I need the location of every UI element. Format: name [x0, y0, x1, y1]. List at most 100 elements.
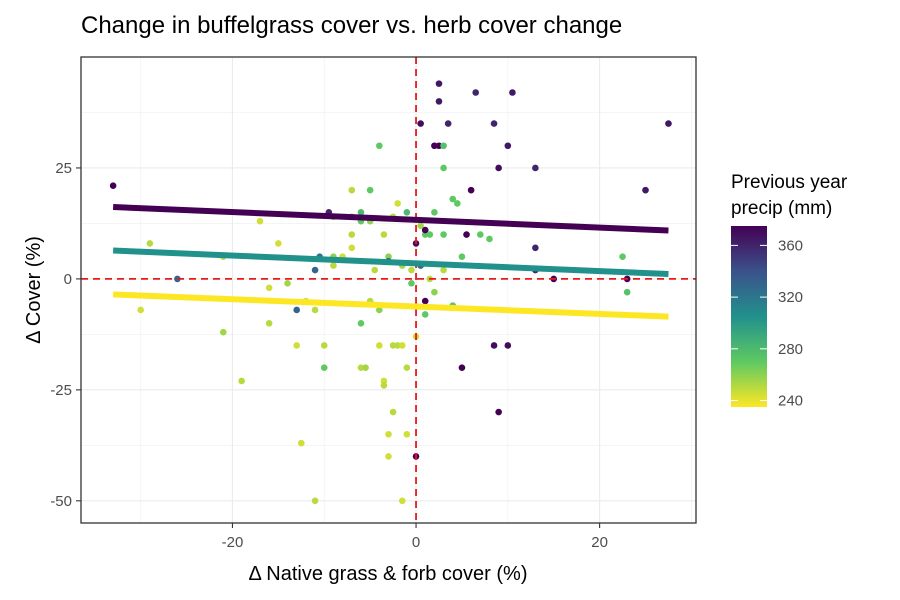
data-point — [311, 266, 319, 274]
data-point — [385, 430, 392, 438]
y-axis-ticks: -50 -25 0 25 — [50, 160, 81, 510]
data-point — [435, 142, 443, 150]
data-point — [532, 164, 539, 172]
y-tick-label: 25 — [55, 160, 72, 177]
data-point — [458, 253, 466, 261]
data-point — [284, 280, 291, 287]
legend-tick-label: 240 — [778, 393, 803, 410]
data-point — [357, 209, 365, 216]
data-point — [403, 364, 411, 371]
data-point — [265, 319, 273, 327]
data-point — [431, 288, 438, 296]
fit-line-240 — [113, 291, 669, 320]
data-point — [444, 120, 452, 127]
y-axis-label: Δ Cover (%) — [23, 236, 45, 344]
data-point — [623, 288, 631, 296]
legend-title-line-1: Previous year — [731, 172, 848, 193]
data-point — [421, 226, 429, 234]
data-point — [665, 120, 672, 127]
legend-tick-label: 360 — [778, 237, 803, 254]
legend-tick-label: 320 — [778, 289, 803, 306]
data-point — [435, 98, 443, 105]
fit-line-300 — [112, 247, 669, 278]
data-point — [495, 408, 502, 416]
data-point — [476, 231, 484, 238]
data-point — [463, 231, 470, 238]
data-point — [421, 311, 429, 318]
data-point — [109, 182, 117, 190]
data-point — [509, 89, 516, 96]
x-axis-ticks: -20 0 20 — [222, 523, 608, 551]
x-axis-label: Δ Native grass & forb cover (%) — [248, 563, 527, 585]
y-tick-label: -25 — [50, 382, 72, 399]
data-point — [398, 497, 406, 505]
plot-panel-background — [81, 57, 696, 523]
data-point — [320, 364, 328, 371]
data-point — [403, 430, 411, 438]
data-point — [619, 253, 626, 261]
data-point — [449, 195, 457, 203]
data-point — [366, 186, 374, 194]
data-point — [348, 186, 356, 194]
fit-lines — [112, 204, 669, 320]
legend-ticks: 240 280 320 360 — [731, 237, 803, 410]
x-tick-label: -20 — [222, 534, 244, 551]
data-point — [417, 222, 424, 229]
chart-title: Change in buffelgrass cover vs. herb cov… — [81, 12, 622, 39]
data-point — [362, 364, 369, 371]
data-point — [417, 120, 424, 127]
data-point — [330, 262, 337, 269]
data-point — [275, 240, 282, 247]
data-point — [440, 231, 447, 238]
data-point — [348, 244, 356, 252]
data-point — [431, 142, 438, 150]
legend-title-line-2: precip (mm) — [731, 198, 832, 219]
data-point — [426, 231, 434, 238]
data-point — [265, 284, 273, 292]
data-point — [389, 408, 397, 416]
data-point — [293, 342, 301, 349]
data-point — [642, 186, 649, 194]
data-point — [486, 235, 493, 243]
data-point — [385, 453, 392, 460]
fit-line-370 — [112, 204, 669, 234]
x-tick-label: 0 — [412, 534, 420, 551]
data-point — [146, 240, 154, 247]
data-point — [357, 319, 365, 327]
data-point — [376, 142, 383, 150]
data-point — [394, 200, 401, 207]
legend-colorbar — [731, 226, 767, 407]
data-point — [408, 266, 415, 274]
data-point — [219, 328, 227, 336]
data-point — [137, 306, 144, 314]
data-point — [394, 342, 401, 349]
data-point — [311, 306, 319, 314]
data-point — [440, 164, 447, 172]
data-point — [403, 209, 411, 216]
x-tick-label: 20 — [591, 534, 608, 551]
data-point — [398, 342, 406, 349]
data-point — [408, 280, 415, 287]
data-point — [348, 231, 356, 238]
data-point — [440, 142, 447, 150]
data-point — [389, 342, 397, 349]
legend: Previous year precip (mm) 240 280 320 360 — [731, 172, 848, 410]
data-point — [256, 217, 264, 225]
data-point — [320, 342, 328, 349]
data-point — [357, 364, 365, 371]
data-point — [495, 164, 502, 172]
data-point — [490, 120, 498, 127]
y-tick-label: 0 — [64, 271, 72, 288]
reference-lines — [81, 57, 696, 523]
data-point — [435, 80, 443, 87]
data-point — [421, 297, 429, 305]
data-point — [371, 266, 379, 274]
data-points — [109, 80, 672, 505]
data-point — [311, 497, 319, 505]
plot-panel-border — [80, 56, 697, 524]
data-point — [490, 342, 498, 349]
y-tick-label: -50 — [50, 493, 72, 510]
data-point — [297, 439, 305, 447]
data-point — [440, 266, 447, 274]
